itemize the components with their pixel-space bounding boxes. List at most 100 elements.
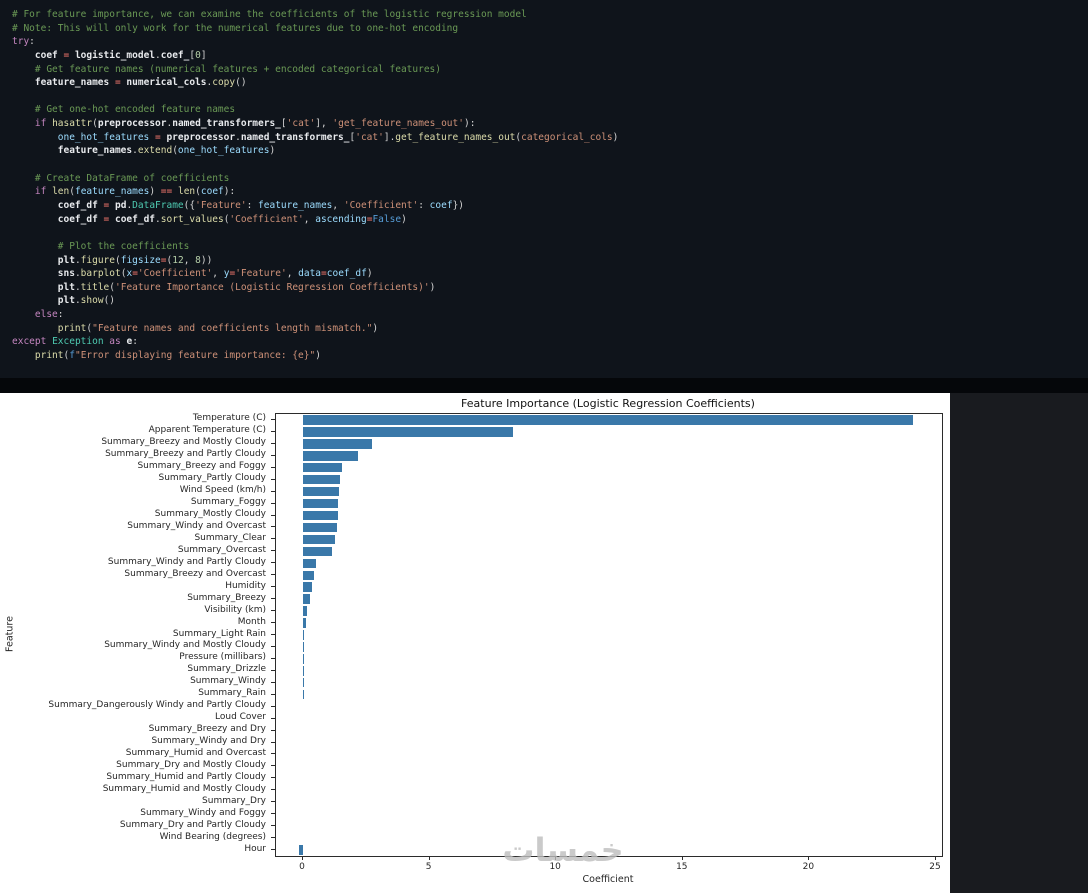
x-tick-mark	[681, 856, 683, 860]
y-tick-mark	[271, 514, 275, 516]
y-tick-label: Summary_Light Rain	[172, 628, 266, 639]
bar	[303, 546, 333, 557]
y-tick-label: Summary_Humid and Overcast	[125, 747, 266, 758]
bar	[303, 486, 339, 497]
bar	[303, 606, 308, 616]
x-tick-label: 10	[549, 862, 561, 872]
y-tick-mark	[271, 693, 275, 695]
bar	[303, 618, 306, 628]
code-cell[interactable]: # For feature importance, we can examine…	[0, 0, 1088, 378]
code-line	[12, 90, 1088, 104]
y-tick-mark	[271, 801, 275, 803]
y-tick-label: Summary_Breezy and Mostly Cloudy	[101, 437, 266, 448]
bar	[299, 845, 303, 855]
y-tick-label: Apparent Temperature (C)	[148, 425, 266, 436]
plot-area	[275, 413, 943, 857]
x-tick-mark	[935, 856, 936, 860]
y-tick-mark	[271, 825, 275, 827]
y-tick-label: Summary_Drizzle	[187, 664, 266, 675]
y-tick-mark	[271, 634, 275, 635]
code-line: # Note: This will only work for the nume…	[12, 22, 459, 34]
y-tick-label: Summary_Breezy	[187, 592, 266, 603]
y-tick-label: Month	[237, 616, 266, 627]
code-line: # Plot the coefficients	[57, 240, 190, 252]
y-tick-label: Summary_Partly Cloudy	[158, 473, 266, 484]
code-line: sns.barplot(x='Coefficient', y='Feature'…	[57, 268, 373, 280]
y-tick-label: Summary_Breezy and Overcast	[124, 568, 266, 579]
x-tick-mark	[428, 856, 430, 860]
bar	[303, 642, 304, 652]
y-tick-mark	[271, 502, 275, 504]
bar	[303, 474, 340, 485]
y-tick-label: Wind Speed (km/h)	[179, 485, 266, 496]
code-line: coef_df = pd.DataFrame({'Feature': featu…	[57, 199, 465, 211]
y-tick-mark	[271, 598, 275, 600]
bar	[303, 522, 337, 533]
y-tick-label: Summary_Rain	[198, 688, 266, 699]
y-tick-label: Summary_Breezy and Partly Cloudy	[105, 449, 266, 460]
code-line: plt.show()	[57, 295, 116, 307]
y-tick-label: Pressure (millibars)	[179, 652, 266, 663]
x-tick-label: 5	[425, 862, 432, 872]
code-line: else:	[34, 309, 64, 321]
code-line: # Get one-hot encoded feature names	[34, 104, 236, 116]
x-tick-label: 20	[802, 862, 815, 872]
bar	[303, 463, 343, 473]
y-tick-label: Summary_Dry and Mostly Cloudy	[116, 759, 266, 770]
bar	[303, 451, 359, 461]
bar	[303, 666, 304, 676]
background-panel	[950, 393, 1088, 893]
code-line: # Get feature names (numerical features …	[34, 63, 441, 75]
code-line	[12, 158, 1088, 172]
y-tick-label: Humidity	[225, 580, 266, 591]
y-tick-mark	[271, 681, 275, 683]
y-tick-mark	[271, 466, 275, 468]
y-tick-mark	[271, 777, 275, 779]
code-line: if hasattr(preprocessor.named_transforme…	[34, 118, 476, 130]
code-line: one_hot_features = preprocessor.named_tr…	[57, 131, 619, 143]
bar	[303, 439, 372, 449]
y-tick-mark	[271, 849, 275, 851]
y-tick-mark	[271, 562, 275, 564]
code-line: try:	[12, 36, 35, 48]
bar	[303, 594, 311, 604]
y-tick-label: Visibility (km)	[204, 604, 266, 615]
bar	[303, 654, 304, 664]
bar	[303, 427, 514, 437]
bar	[303, 678, 304, 688]
code-line: coef_df = coef_df.sort_values('Coefficie…	[57, 213, 407, 225]
x-tick-mark	[302, 856, 303, 860]
x-tick-mark	[555, 856, 557, 860]
y-tick-label: Summary_Clear	[194, 532, 266, 543]
y-tick-label: Summary_Overcast	[177, 544, 266, 555]
y-tick-label: Hour	[244, 843, 266, 854]
x-tick-label: 25	[929, 862, 941, 872]
code-line: print("Feature names and coefficients le…	[57, 322, 379, 334]
y-tick-label: Temperature (C)	[192, 413, 266, 424]
bar	[303, 534, 335, 545]
code-line: plt.title('Feature Importance (Logistic …	[57, 281, 436, 293]
y-tick-label: Summary_Breezy and Foggy	[137, 461, 266, 472]
x-axis-label: Coefficient	[582, 874, 634, 885]
bar	[303, 690, 304, 700]
code-line: plt.figure(figsize=(12, 8))	[57, 254, 213, 266]
y-tick-mark	[271, 789, 275, 791]
y-tick-mark	[271, 837, 275, 839]
y-tick-mark	[271, 418, 275, 420]
y-tick-mark	[271, 753, 275, 755]
figure-output: Feature Importance (Logistic Regression …	[0, 393, 950, 893]
y-tick-label: Summary_Dangerously Windy and Partly Clo…	[48, 700, 266, 711]
y-tick-mark	[271, 550, 275, 552]
y-tick-mark	[271, 478, 275, 480]
bar	[303, 510, 338, 521]
y-tick-mark	[271, 538, 275, 540]
code-line: except Exception as e:	[12, 336, 138, 348]
bar	[303, 558, 316, 569]
y-tick-label: Summary_Humid and Partly Cloudy	[106, 771, 266, 782]
code-line: feature_names = numerical_cols.copy()	[34, 77, 247, 89]
y-tick-mark	[271, 669, 275, 671]
y-tick-mark	[271, 741, 275, 743]
chart-title: Feature Importance (Logistic Regression …	[461, 397, 755, 410]
x-tick-label: 15	[676, 862, 688, 872]
